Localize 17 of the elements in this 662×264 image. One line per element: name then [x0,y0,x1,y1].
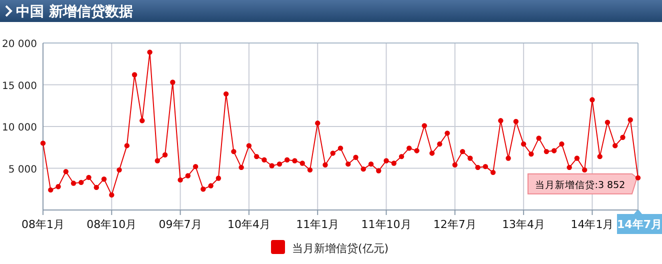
x-tick-label: 08年1月 [22,218,64,231]
x-tick-label: 09年7月 [158,218,202,231]
legend-label: 当月新增信贷(亿元) [292,242,389,255]
x-tick-label: 08年10月 [86,218,137,231]
x-tick-label: 11年10月 [361,218,412,231]
x-tick-label: 13年4月 [502,218,546,231]
x-tick-label: 14年7月 [617,218,662,231]
y-tick-label: 10 000 [2,122,37,134]
y-tick-label: 15 000 [2,80,37,92]
x-tick-label: 12年7月 [433,218,476,231]
y-tick-label: 5 000 [8,164,37,176]
chart-title: 中国 新增信贷数据 [16,3,133,20]
x-tick-label: 10年4月 [227,218,270,231]
annotation: 当月新增信贷:3 852 [534,178,626,191]
x-tick-label: 14年1月 [570,218,614,231]
y-tick-label: 20 000 [2,39,37,50]
x-tick-label: 11年1月 [296,218,340,231]
